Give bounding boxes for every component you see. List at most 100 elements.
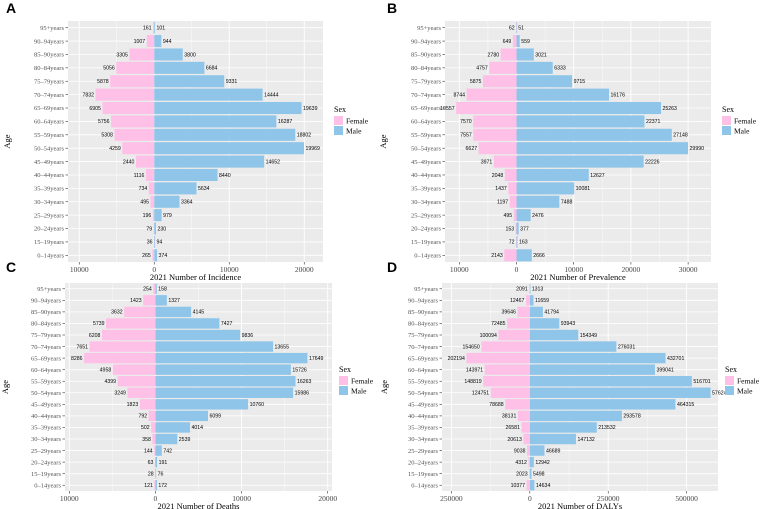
bar-male — [529, 399, 676, 410]
data-label-female: 79 — [146, 226, 152, 232]
data-label-male: 742 — [163, 448, 172, 454]
legend-label-male: Male — [351, 387, 367, 396]
data-label-female: 5875 — [470, 79, 482, 85]
age-tick-label: 0–14years — [414, 253, 441, 260]
bar-female — [151, 422, 156, 433]
data-label-male: 18802 — [297, 133, 312, 139]
x-tick-label: 10000 — [220, 265, 239, 274]
data-label-female: 78688 — [489, 402, 504, 408]
bar-female — [516, 21, 517, 34]
data-label-female: 63 — [148, 460, 154, 466]
data-label-female: 2091 — [516, 287, 528, 293]
age-tick-label: 30–34years — [408, 436, 438, 443]
data-label-female: 26581 — [506, 425, 521, 431]
data-label-male: 46689 — [546, 448, 561, 454]
data-label-male: 9836 — [242, 333, 254, 339]
bar-female — [117, 376, 156, 387]
bar-male — [529, 352, 666, 364]
bar-male — [516, 235, 518, 248]
age-tick-label: 20–24years — [31, 459, 61, 466]
bar-male — [154, 61, 205, 74]
x-tick-label: 10000 — [450, 265, 469, 274]
age-tick-label: 30–34years — [411, 199, 441, 206]
bar-female — [504, 168, 517, 181]
data-label-male: 3364 — [181, 200, 193, 206]
age-tick-label: 95+years — [417, 25, 441, 32]
bar-female — [473, 115, 517, 128]
age-tick-label: 35–39years — [408, 425, 438, 432]
bar-female — [148, 182, 155, 195]
data-label-male: 101 — [157, 25, 166, 31]
age-tick-label: 70–74years — [411, 92, 441, 99]
x-tick-label: 10000 — [70, 265, 89, 274]
plot-background — [68, 21, 323, 262]
bar-female — [154, 480, 156, 491]
data-label-female: 72485 — [491, 321, 506, 327]
bar-male — [529, 376, 692, 387]
age-tick-label: 55–59years — [408, 378, 438, 385]
data-label-male: 9331 — [226, 79, 238, 85]
data-label-female: 502 — [141, 425, 150, 431]
bar-female — [489, 61, 517, 74]
bar-female — [490, 387, 530, 398]
data-label-male: 16176 — [611, 92, 626, 98]
bar-male — [516, 61, 553, 74]
bar-male — [516, 182, 575, 195]
bar-female — [466, 88, 517, 101]
age-tick-label: 90–94years — [411, 38, 441, 45]
bar-female — [516, 235, 517, 248]
age-tick-label: 85–90years — [34, 52, 64, 59]
bar-female — [513, 209, 517, 222]
data-label-male: 5498 — [533, 471, 545, 477]
data-label-female: 495 — [504, 213, 513, 219]
bar-male — [154, 115, 277, 128]
bar-male — [154, 75, 225, 88]
data-label-male: 76 — [158, 471, 164, 477]
data-label-male: 147132 — [577, 437, 594, 443]
bar-female — [509, 195, 517, 208]
age-tick-label: 35–39years — [411, 186, 441, 193]
bar-female — [89, 341, 156, 352]
age-tick-label: 95+years — [40, 25, 64, 32]
age-tick-label: 40–44years — [411, 172, 441, 179]
bar-male — [155, 376, 296, 387]
bar-male — [155, 410, 208, 422]
legend-swatch-female — [334, 116, 343, 125]
data-label-male: 15726 — [292, 367, 307, 373]
data-label-male: 94 — [156, 240, 162, 246]
bar-female — [523, 433, 530, 445]
data-label-male: 464315 — [677, 402, 694, 408]
legend-swatch-male — [334, 126, 343, 135]
bar-male — [154, 182, 197, 195]
data-label-male: 576247 — [712, 391, 729, 397]
data-label-female: 8286 — [71, 356, 83, 362]
legend-swatch-female — [339, 376, 348, 385]
bar-female — [150, 195, 155, 208]
x-tick-label: 0 — [515, 265, 519, 274]
legend-label-female: Female — [737, 377, 760, 386]
x-axis-title: 2021 Number of DALYs — [538, 501, 622, 509]
bar-female — [512, 35, 517, 48]
bar-female — [517, 410, 530, 422]
y-axis-title: Age — [379, 380, 389, 394]
bar-female — [152, 249, 155, 262]
data-label-male: 41794 — [544, 310, 559, 316]
data-label-female: 9038 — [514, 448, 526, 454]
data-label-female: 5739 — [93, 321, 105, 327]
data-label-female: 124751 — [472, 391, 489, 397]
bar-male — [516, 195, 560, 208]
age-tick-label: 55–59years — [411, 132, 441, 139]
data-label-female: 649 — [503, 39, 512, 45]
bar-male — [155, 422, 191, 433]
bar-male — [154, 249, 158, 262]
data-label-female: 5056 — [103, 66, 115, 72]
data-label-male: 230 — [157, 226, 166, 232]
bar-female — [95, 88, 155, 101]
bar-female — [483, 376, 530, 387]
bar-male — [154, 168, 218, 181]
data-label-female: 2440 — [123, 159, 135, 165]
data-label-female: 5756 — [98, 119, 110, 125]
data-label-female: 5878 — [97, 79, 109, 85]
data-label-female: 254 — [143, 287, 152, 293]
